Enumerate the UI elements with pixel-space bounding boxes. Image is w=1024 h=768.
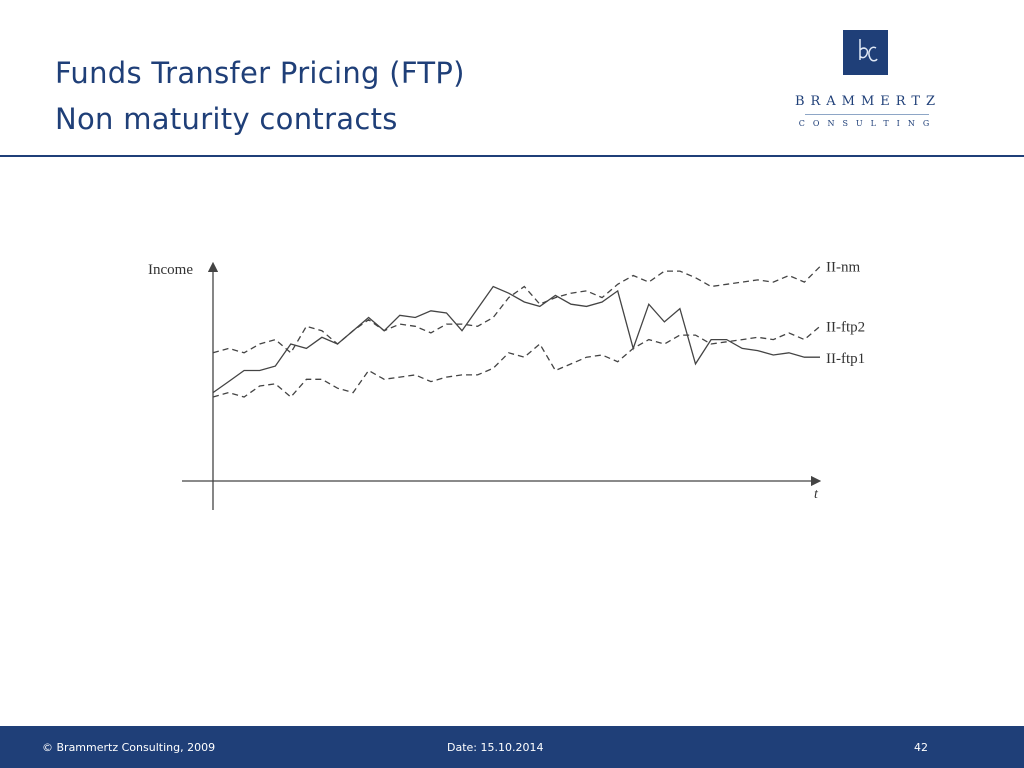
brammertz-logo: BRAMMERTZ CONSULTING: [793, 28, 943, 138]
y-axis-label: Income: [148, 262, 193, 278]
header-divider: [0, 155, 1024, 157]
logo-name: BRAMMERTZ: [794, 94, 942, 109]
slide-title: Funds Transfer Pricing (FTP) Non maturit…: [55, 50, 465, 142]
title-line-2: Non maturity contracts: [55, 102, 398, 136]
footer-date: Date: 15.10.2014: [447, 741, 544, 754]
series-layer: [212, 266, 821, 398]
logo-mark: [843, 30, 888, 75]
series-label-ii-nm: II-nm: [826, 260, 860, 276]
footer-page-number: 42: [914, 741, 928, 754]
series-labels: II-nm II-ftp2 II-ftp1: [826, 260, 865, 368]
title-line-1: Funds Transfer Pricing (FTP): [55, 56, 465, 90]
logo-monogram-icon: [859, 39, 878, 62]
series-line-ii-ftp2: [212, 325, 821, 398]
x-axis-label: t: [814, 487, 819, 502]
slide-footer: © Brammertz Consulting, 2009 Date: 15.10…: [0, 726, 1024, 768]
series-line-ii-ftp1: [212, 285, 820, 394]
series-line-ii-nm: [212, 266, 821, 354]
logo-subtitle: CONSULTING: [798, 119, 938, 128]
logo-divider: [805, 114, 929, 115]
series-label-ii-ftp2: II-ftp2: [826, 319, 865, 335]
footer-copyright: © Brammertz Consulting, 2009: [42, 741, 216, 754]
income-chart: Income t II-nm II-ftp2 II-ftp1: [148, 260, 865, 510]
series-label-ii-ftp1: II-ftp1: [826, 351, 865, 367]
